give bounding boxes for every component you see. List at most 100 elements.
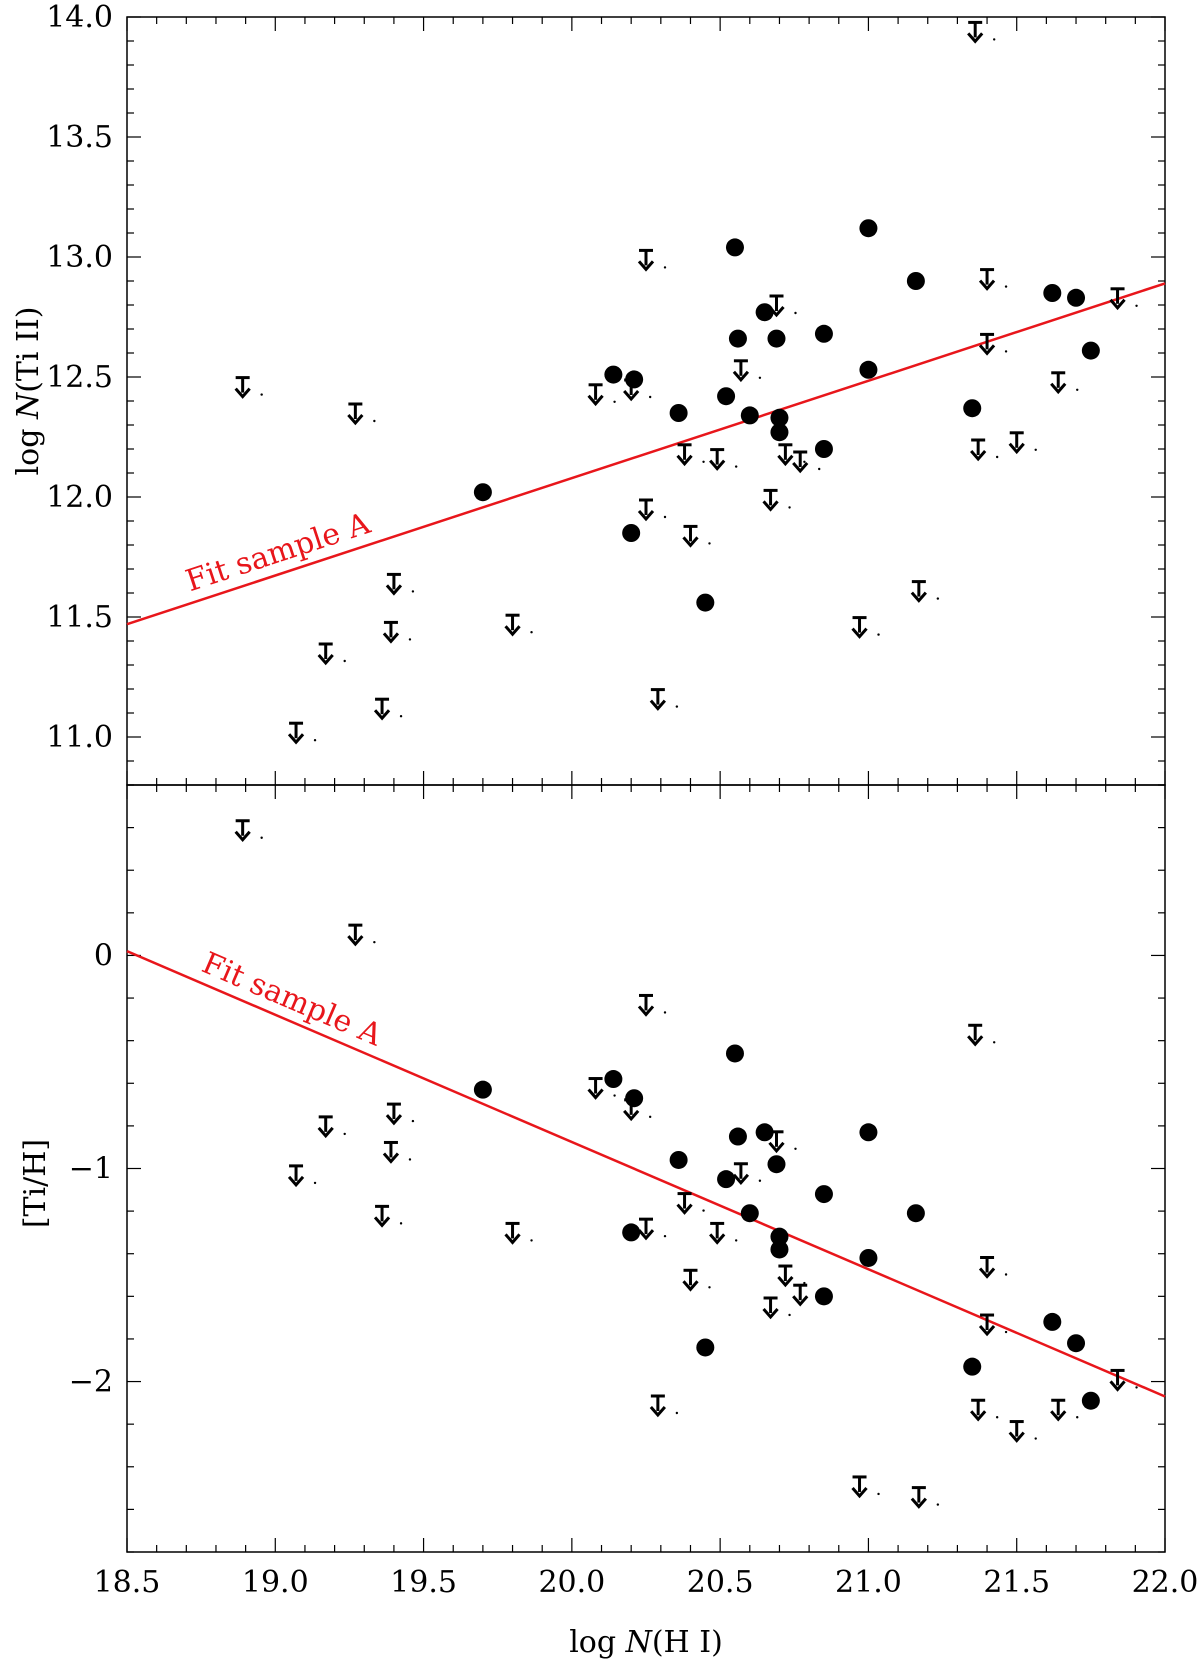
limit-dot	[758, 1179, 762, 1182]
limit-dot	[530, 631, 533, 634]
limit-head	[910, 1497, 927, 1509]
upper-limit-arrow	[777, 443, 806, 467]
upper-limit-arrow	[637, 1217, 667, 1241]
limit-head	[587, 1088, 604, 1100]
x-tick-label: 19.5	[390, 1565, 457, 1600]
limit-head	[1109, 298, 1126, 311]
upper-limit-arrow	[1050, 1398, 1079, 1422]
limit-dot	[995, 455, 999, 459]
limit-head	[287, 733, 305, 745]
limit-dot	[803, 1281, 806, 1285]
limit-dot	[343, 1132, 346, 1136]
limit-head	[762, 1308, 779, 1320]
y-axis-label-part: N	[11, 391, 46, 420]
detection-point	[1081, 341, 1100, 360]
limit-dot	[788, 1313, 791, 1317]
limit-head	[676, 454, 693, 467]
limit-head	[967, 32, 984, 44]
limit-head	[385, 584, 403, 596]
limit-head	[792, 462, 809, 474]
limit-head	[777, 454, 794, 467]
limit-head	[970, 1410, 987, 1422]
upper-limit-arrow	[385, 572, 415, 596]
limit-dot	[411, 1119, 415, 1123]
upper-limit-arrow	[649, 688, 679, 711]
limit-head	[287, 1175, 305, 1188]
limit-head	[1008, 1431, 1025, 1443]
upper-limit-arrow	[910, 1486, 940, 1509]
limit-dot	[794, 311, 797, 315]
limit-dot	[373, 940, 376, 944]
limit-dot	[992, 1041, 996, 1044]
detection-point	[770, 1227, 789, 1246]
limit-head	[978, 344, 996, 356]
upper-limit-arrow	[978, 268, 1008, 291]
limit-head	[382, 632, 400, 644]
x-axis-label-part: log	[569, 1625, 625, 1660]
upper-limit-arrow	[382, 1140, 412, 1164]
fit-label: Fit sample A	[197, 946, 387, 1054]
upper-limit-arrow	[287, 721, 317, 745]
limit-head	[637, 1005, 655, 1017]
limit-dot	[675, 705, 679, 708]
detection-point	[473, 1080, 492, 1099]
limit-head	[682, 1280, 699, 1292]
limit-head	[978, 1267, 996, 1279]
upper-limit-arrow	[504, 1221, 533, 1245]
limit-head	[970, 450, 987, 462]
detection-point	[963, 399, 982, 418]
x-axis-label: log N(H I)	[569, 1625, 723, 1660]
detection-point	[906, 1204, 925, 1223]
limit-head	[768, 1141, 785, 1154]
limit-head	[373, 709, 391, 721]
upper-limit-arrow	[762, 488, 791, 512]
limit-dot	[1034, 1437, 1037, 1440]
x-axis-label-part: N	[625, 1625, 654, 1660]
upper-limit-arrow	[385, 1102, 415, 1126]
limit-dot	[734, 1239, 738, 1242]
detection-point	[725, 238, 744, 257]
upper-limit-arrow	[1008, 1420, 1037, 1443]
limit-head	[967, 1035, 984, 1047]
limit-dot	[1034, 448, 1037, 451]
limit-head	[649, 1406, 666, 1418]
detection-point	[755, 303, 774, 322]
limit-dot	[408, 638, 412, 641]
limit-dot	[1135, 304, 1138, 307]
detection-point	[717, 1170, 736, 1189]
detection-point	[696, 1338, 715, 1357]
y-tick-label: 11.5	[46, 600, 113, 635]
limit-dot	[648, 1115, 652, 1119]
detection-point	[725, 1044, 744, 1063]
limit-dot	[399, 1222, 403, 1225]
detection-point	[728, 1127, 747, 1146]
x-tick-label: 20.5	[687, 1565, 754, 1600]
upper-limit-arrow	[792, 450, 821, 474]
detection-point	[740, 1204, 759, 1223]
detection-point	[859, 219, 878, 238]
plot-frame	[126, 16, 1166, 786]
x-tick-label: 22.0	[1132, 1565, 1199, 1600]
limit-head	[234, 830, 251, 843]
x-tick-label: 20.0	[538, 1565, 605, 1600]
detection-point	[906, 272, 925, 290]
upper-limit-arrow	[649, 1394, 679, 1418]
limit-head	[385, 1114, 403, 1126]
upper-limit-arrow	[234, 376, 263, 399]
detection-point	[622, 524, 641, 542]
limit-head	[732, 370, 750, 383]
fit-line	[126, 950, 1166, 1398]
detection-point	[859, 360, 878, 379]
y-axis-label: log N(Ti II)	[11, 307, 46, 476]
y-tick-label: 14.0	[46, 0, 113, 35]
limit-head	[978, 279, 996, 291]
detection-point	[1043, 1312, 1062, 1331]
upper-limit-arrow	[587, 383, 616, 407]
limit-head	[1050, 382, 1067, 395]
upper-limit-arrow	[851, 1475, 880, 1499]
upper-limit-arrow	[373, 1204, 403, 1228]
limit-head	[347, 414, 364, 426]
detection-point	[696, 593, 715, 612]
upper-limit-arrow	[637, 993, 667, 1017]
limit-dot	[708, 1286, 711, 1289]
